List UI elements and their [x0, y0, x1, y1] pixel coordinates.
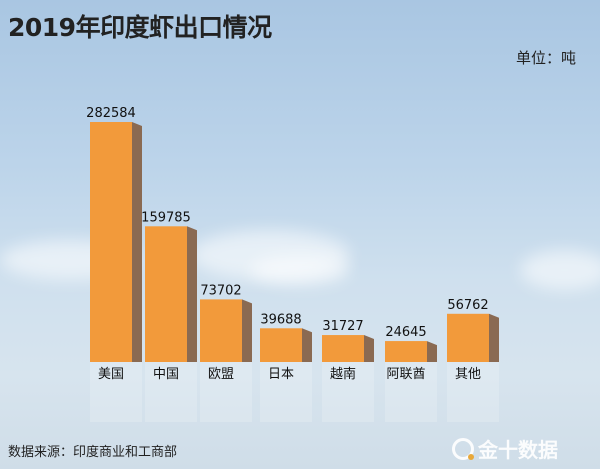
bar	[145, 226, 187, 362]
bar	[385, 341, 427, 362]
bar-reflection	[447, 362, 499, 422]
logo-icon	[452, 437, 474, 460]
bar	[200, 299, 242, 362]
bar-side	[187, 226, 197, 362]
category-label: 欧盟	[208, 367, 234, 382]
data-label: 39688	[260, 312, 301, 327]
bar-reflection	[260, 362, 312, 422]
data-label: 31727	[322, 319, 363, 334]
bar-reflection	[145, 362, 197, 422]
bar-side	[242, 299, 252, 362]
bar	[90, 122, 132, 362]
bar	[260, 328, 302, 362]
unit-label: 单位：吨	[515, 49, 576, 67]
data-label: 24645	[385, 325, 426, 340]
bar-side	[489, 313, 499, 362]
bar-reflection	[385, 362, 437, 422]
bar-side	[364, 335, 374, 362]
bar	[447, 313, 489, 362]
category-label: 中国	[153, 367, 179, 382]
chart-title: 2019年印度虾出口情况	[8, 13, 272, 42]
category-label: 阿联酋	[386, 366, 425, 382]
data-label: 73702	[200, 283, 241, 298]
category-label: 其他	[455, 367, 481, 382]
category-label: 日本	[268, 367, 294, 382]
bar-reflection	[90, 362, 142, 422]
bar-side	[132, 122, 142, 362]
bar	[322, 335, 364, 362]
bar-side	[427, 341, 437, 362]
category-label: 越南	[330, 366, 356, 382]
logo-text: 金十数据	[478, 438, 558, 462]
data-label: 282584	[86, 106, 136, 121]
data-label: 56762	[447, 298, 488, 313]
data-label: 159785	[141, 210, 191, 225]
bar-side	[302, 328, 312, 362]
category-label: 美国	[98, 367, 124, 382]
bar-reflection	[200, 362, 252, 422]
bar-reflection	[322, 362, 374, 422]
data-source: 数据来源：印度商业和工商部	[8, 445, 178, 460]
logo: 金十数据	[452, 434, 558, 463]
